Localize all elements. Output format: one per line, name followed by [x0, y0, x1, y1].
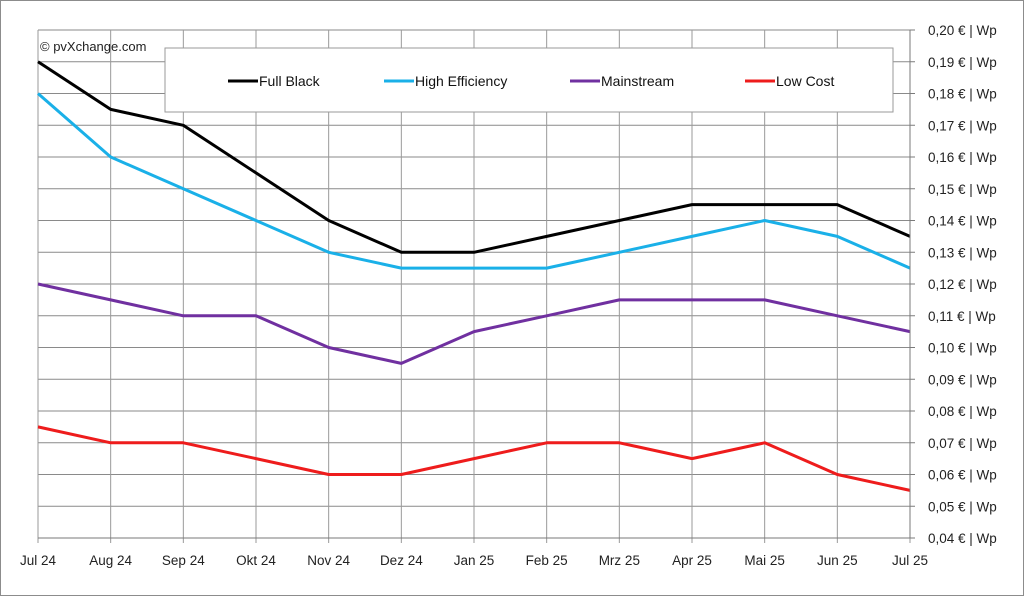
- legend-label-mainstream: Mainstream: [601, 73, 674, 89]
- x-tick-label: Jun 25: [817, 553, 858, 568]
- series-line-mainstream: [37, 282, 911, 365]
- x-tick-label: Sep 24: [162, 553, 205, 568]
- tick-labels: 0,20 € | Wp 0,19 € | Wp 0,18 € | Wp 0,17 € …: [20, 23, 997, 568]
- x-tick-label: Okt 24: [236, 553, 276, 568]
- y-tick-label: 0,06 € | Wp: [928, 468, 997, 483]
- x-tick-label: Mai 25: [744, 553, 785, 568]
- x-tick-label: Jul 24: [20, 553, 57, 568]
- legend-label-low-cost: Low Cost: [776, 73, 834, 89]
- legend-label-full-black: Full Black: [259, 73, 321, 89]
- y-tick-label: 0,12 € | Wp: [928, 277, 997, 292]
- y-tick-label: 0,10 € | Wp: [928, 341, 997, 356]
- x-tick-label: Apr 25: [672, 553, 712, 568]
- y-tick-label: 0,15 € | Wp: [928, 182, 997, 197]
- legend: Full Black High Efficiency Mainstream Low C…: [164, 47, 894, 113]
- y-tick-label: 0,18 € | Wp: [928, 87, 997, 102]
- x-tick-label: Aug 24: [89, 553, 132, 568]
- series-lines: [37, 60, 911, 492]
- y-tick-label: 0,17 € | Wp: [928, 118, 997, 133]
- y-tick-label: 0,14 € | Wp: [928, 214, 997, 229]
- y-tick-label: 0,09 € | Wp: [928, 372, 997, 387]
- series-line-high-efficiency: [37, 92, 911, 270]
- x-tick-label: Feb 25: [526, 553, 568, 568]
- y-tick-label: 0,07 € | Wp: [928, 436, 997, 451]
- y-tick-label: 0,05 € | Wp: [928, 499, 997, 514]
- x-tick-label: Nov 24: [307, 553, 350, 568]
- y-tick-label: 0,20 € | Wp: [928, 23, 997, 38]
- y-tick-label: 0,13 € | Wp: [928, 245, 997, 260]
- legend-label-high-efficiency: High Efficiency: [415, 73, 507, 89]
- copyright-annotation: © pvXchange.com: [40, 39, 146, 54]
- series-line-full-black: [37, 60, 911, 254]
- y-tick-label: 0,04 € | Wp: [928, 531, 997, 546]
- y-tick-label: 0,19 € | Wp: [928, 55, 997, 70]
- axes: [38, 29, 915, 539]
- x-tick-label: Jul 25: [892, 553, 928, 568]
- x-tick-label: Jan 25: [454, 553, 495, 568]
- y-tick-label: 0,16 € | Wp: [928, 150, 997, 165]
- y-tick-label: 0,08 € | Wp: [928, 404, 997, 419]
- x-tick-label: Mrz 25: [599, 553, 640, 568]
- x-tick-label: Dez 24: [380, 553, 423, 568]
- series-line-low-cost: [37, 425, 911, 492]
- y-tick-label: 0,11 € | Wp: [928, 309, 996, 324]
